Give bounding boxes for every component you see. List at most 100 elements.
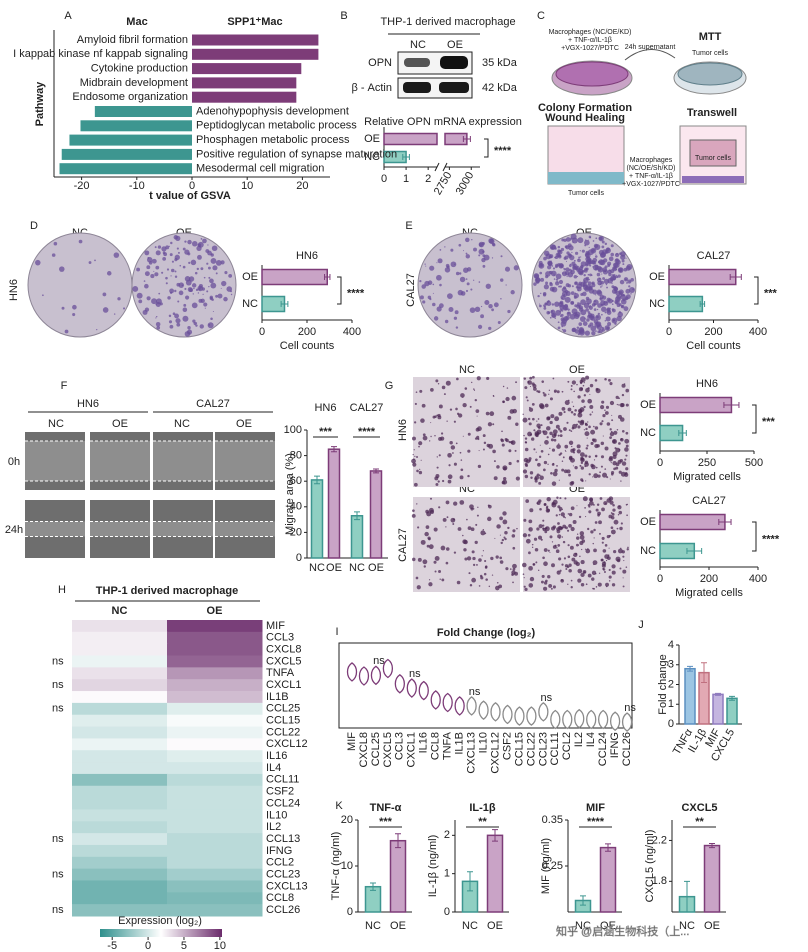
cell-dot: [494, 537, 496, 539]
cell-dot: [429, 497, 433, 500]
cell-dot: [553, 389, 557, 393]
cell-dot: [165, 245, 170, 250]
colorbar-tick-label: 5: [181, 940, 187, 952]
cell-dot: [538, 481, 542, 485]
cell-dot: [477, 464, 482, 469]
cell-dot: [579, 555, 581, 558]
cell-dot: [558, 479, 560, 481]
cell-dot: [174, 289, 177, 293]
wound-gap: [153, 441, 213, 481]
cell-dot: [600, 405, 605, 410]
y-axis-label: Migrate area (%): [284, 453, 296, 535]
cell-dot: [589, 383, 594, 388]
significance: ns: [373, 655, 385, 667]
cell-dot: [549, 551, 551, 553]
cell-dot: [597, 280, 603, 286]
cell-dot: [184, 240, 187, 243]
cell-dot: [209, 295, 213, 299]
significance: **: [478, 816, 487, 828]
cell-dot: [618, 404, 620, 406]
cell-dot: [435, 379, 439, 383]
cell-dot: [512, 529, 516, 533]
violin: [550, 709, 561, 730]
error-bar: [718, 519, 732, 525]
cell-dot: [525, 499, 530, 503]
cell-dot: [551, 481, 557, 486]
cell-dot: [466, 282, 470, 286]
cell-dot: [599, 497, 603, 500]
cell-dot: [559, 302, 562, 305]
cell-dot: [571, 380, 577, 385]
assay-title: Colony Formation: [538, 102, 632, 114]
cell-dot: [566, 275, 568, 278]
row-label: TNFA: [266, 667, 295, 679]
image-label: HN6: [397, 419, 409, 441]
cell-dot: [192, 319, 196, 323]
cell-dot: [480, 530, 486, 536]
cell-dot: [477, 506, 479, 508]
cell-dot: [428, 544, 434, 550]
cell-dot: [430, 435, 432, 438]
panel-label: I: [335, 626, 338, 638]
cell-dot: [619, 526, 623, 531]
cell-dot: [508, 461, 512, 466]
error-bar: [684, 880, 690, 913]
cell-dot: [541, 380, 545, 383]
cell-dot: [543, 581, 548, 585]
cell-dot: [526, 399, 529, 402]
x-tick-label: IL16: [418, 732, 430, 753]
cell-dot: [589, 285, 593, 289]
cell-dot: [539, 303, 541, 305]
cell-dot: [523, 518, 527, 522]
row-label: CCL13: [266, 833, 300, 845]
cell-dot: [594, 379, 598, 382]
cell-dot: [414, 402, 417, 406]
x-tick-label: CCL24: [597, 732, 609, 766]
cell-dot: [544, 440, 549, 445]
cell-dot: [593, 299, 599, 306]
cell-dot: [543, 284, 549, 290]
cell-dot: [595, 573, 597, 575]
cell-dot: [612, 319, 615, 322]
cell-dot: [601, 285, 603, 287]
cell-dot: [490, 556, 494, 561]
cell-dot: [559, 304, 565, 310]
cell-dot: [196, 245, 202, 251]
cell-dot: [503, 476, 507, 481]
cell-dot: [438, 506, 441, 509]
chart-title: CAL27: [692, 495, 726, 507]
cell-dot: [481, 555, 483, 557]
cell-dot: [589, 322, 594, 327]
heatmap-cell: [72, 856, 168, 870]
cell-dot: [610, 252, 614, 257]
cell-dot: [561, 238, 565, 242]
cell-dot: [416, 455, 419, 458]
cell-dot: [596, 503, 600, 506]
cell-dot: [148, 261, 153, 265]
bar: [659, 424, 684, 442]
bar: [61, 148, 193, 160]
cell-dot: [592, 587, 594, 590]
cell-dot: [549, 535, 553, 539]
cell-dot: [626, 514, 628, 517]
cell-dot: [488, 585, 491, 588]
cell-dot: [428, 537, 431, 541]
wound-gap: [90, 521, 150, 537]
x-tick-label: 500: [745, 457, 763, 469]
significance: ****: [494, 145, 512, 157]
cell-dot: [604, 544, 608, 547]
cell-dot: [584, 454, 588, 458]
cell-dot: [613, 430, 618, 435]
cell-dot: [564, 255, 569, 260]
x-tick-label: 10: [241, 180, 253, 192]
cell-dot: [512, 581, 514, 584]
cell-dot: [551, 265, 554, 267]
violin: [562, 709, 573, 730]
cell-dot: [590, 315, 596, 321]
x-tick-label: CCL8: [430, 732, 442, 760]
cell-dot: [608, 256, 614, 262]
cell-dot: [424, 531, 429, 537]
cell-dot: [199, 324, 204, 329]
cell-dot: [540, 292, 542, 295]
cell-dot: [557, 534, 562, 539]
